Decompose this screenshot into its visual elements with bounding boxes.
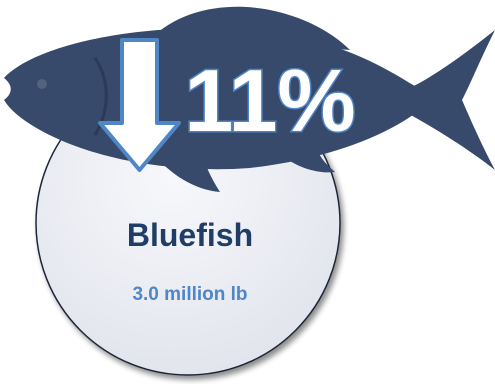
fish-gill-icon — [93, 57, 108, 136]
species-name: Bluefish — [126, 217, 254, 253]
fish-eye-icon — [37, 79, 47, 89]
down-arrow-icon — [98, 38, 181, 172]
landings-value: 3.0 million lb — [132, 284, 248, 305]
change-percent: 11% — [184, 51, 355, 150]
